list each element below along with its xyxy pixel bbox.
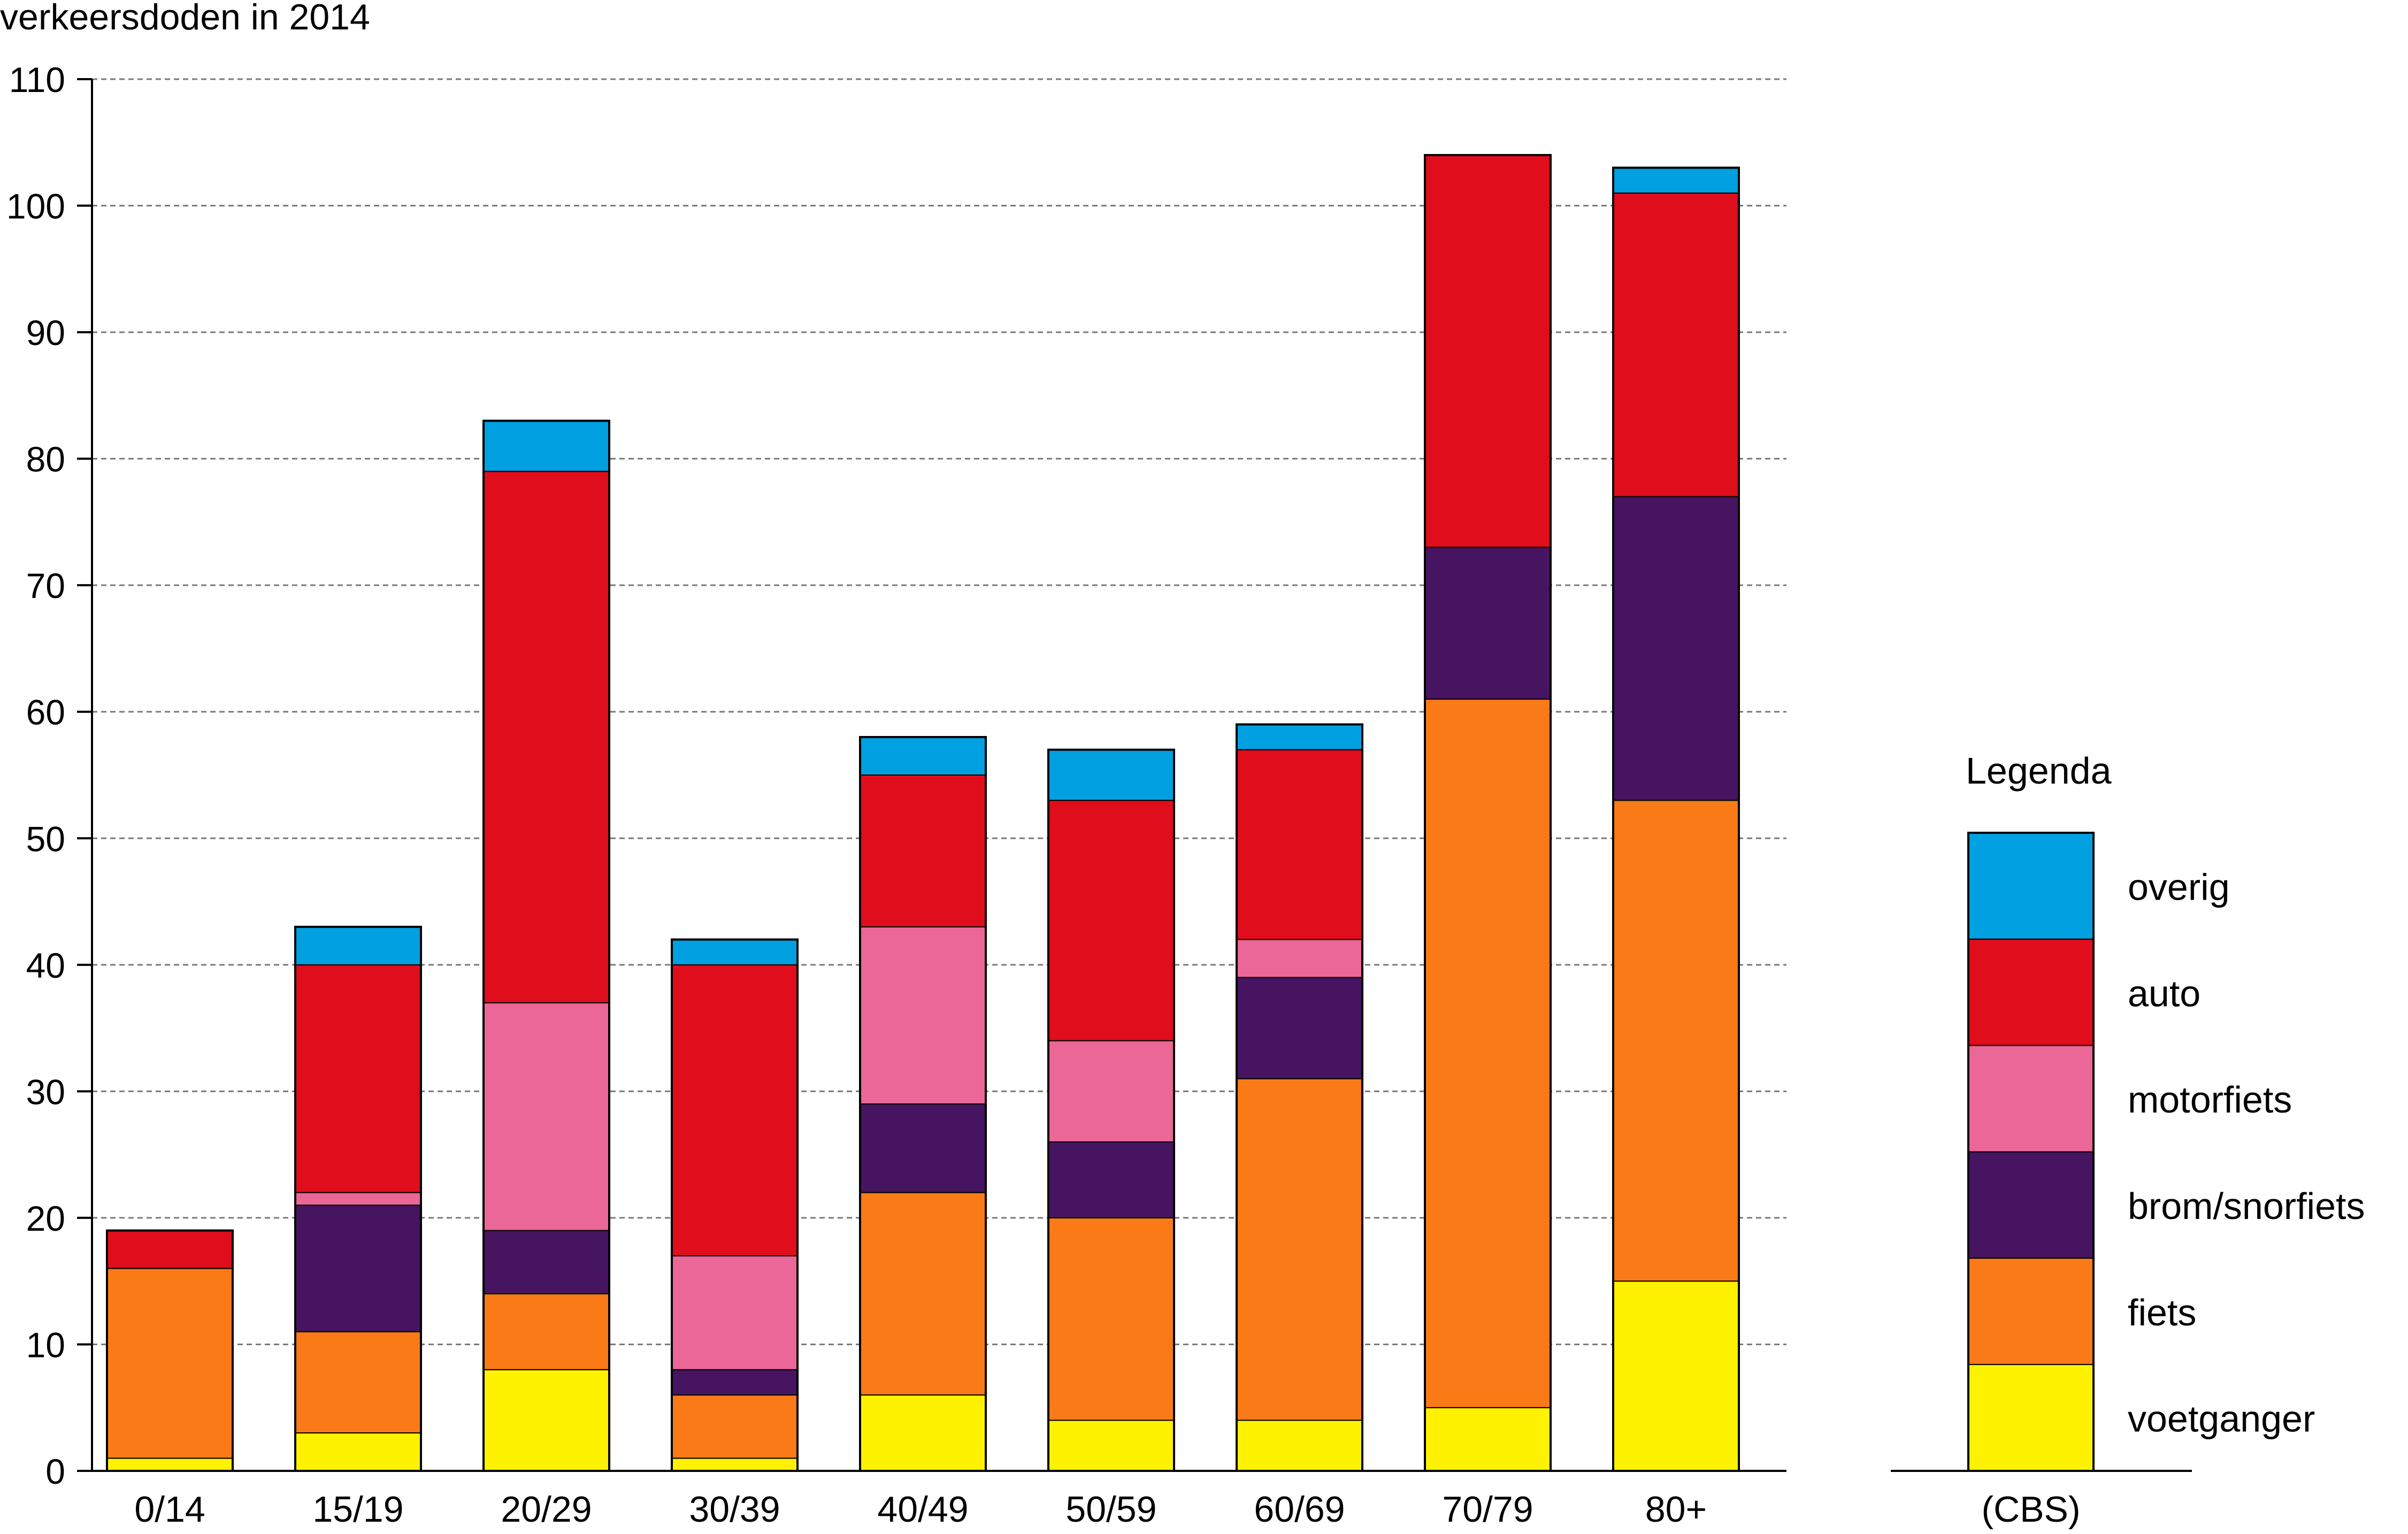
- bar-group-80: [1612, 166, 1740, 1472]
- x-tick-label-0-14: 0/14: [134, 1489, 205, 1530]
- y-tick-label-20: 20: [26, 1199, 65, 1238]
- bar-15-19-brom-snorfiets: [295, 1205, 421, 1332]
- bar-0-14-fiets: [106, 1268, 233, 1459]
- bar-50-59-brom-snorfiets: [1048, 1141, 1175, 1218]
- y-tick-label-100: 100: [6, 187, 65, 226]
- bar-30-39-auto: [671, 964, 798, 1256]
- y-tick-label-50: 50: [26, 819, 65, 858]
- bar-30-39-voetganger: [671, 1458, 798, 1472]
- bar-50-59-overig: [1048, 749, 1175, 801]
- bar-group-0-14: [106, 1229, 234, 1472]
- y-tick-label-40: 40: [26, 946, 65, 985]
- axes: 0 10 20 30 40 50 60 70 80 90 100 110 0/14 15/19 20/29 3…: [6, 60, 1786, 1530]
- bar-20-29-motorfiets: [483, 1002, 610, 1231]
- bar-80-brom-snorfiets: [1613, 496, 1739, 801]
- legend-title: Legenda: [1966, 750, 2112, 792]
- x-tick-label-30-39: 30/39: [689, 1489, 780, 1530]
- x-tick-label-40-49: 40/49: [877, 1489, 968, 1530]
- bar-15-19-overig: [295, 926, 421, 965]
- bar-70-79-auto: [1424, 154, 1551, 548]
- x-tick-label-20-29: 20/29: [501, 1489, 592, 1530]
- bar-0-14-auto: [106, 1230, 233, 1269]
- legend: Legenda overig auto motorfiets brom/snorfiet…: [1891, 750, 2365, 1530]
- legend-swatch-fiets: [1968, 1257, 2094, 1366]
- bar-60-69-overig: [1236, 724, 1363, 750]
- legend-swatch-brom-snorfiets: [1968, 1151, 2094, 1259]
- bar-80-auto: [1613, 192, 1739, 497]
- legend-label-auto: auto: [2128, 972, 2200, 1014]
- bar-50-59-voetganger: [1048, 1420, 1175, 1472]
- bar-60-69-auto: [1236, 749, 1363, 940]
- x-tick-label-50-59: 50/59: [1065, 1489, 1156, 1530]
- bar-group-70-79: [1424, 154, 1552, 1472]
- legend-label-overig: overig: [2128, 866, 2230, 908]
- x-tick-label-80: 80+: [1645, 1489, 1707, 1530]
- y-tick-label-80: 80: [26, 440, 65, 479]
- bar-80-overig: [1613, 167, 1739, 194]
- bar-80-voetganger: [1613, 1280, 1739, 1472]
- bar-15-19-fiets: [295, 1331, 421, 1434]
- legend-swatch-auto: [1968, 938, 2094, 1046]
- bar-15-19-auto: [295, 964, 421, 1193]
- bar-30-39-motorfiets: [671, 1255, 798, 1370]
- bar-30-39-fiets: [671, 1394, 798, 1459]
- bar-40-49-auto: [860, 774, 986, 927]
- bars: [106, 154, 1740, 1472]
- bar-50-59-motorfiets: [1048, 1040, 1175, 1142]
- bar-group-50-59: [1047, 748, 1175, 1472]
- bar-group-30-39: [671, 938, 799, 1472]
- bar-30-39-overig: [671, 939, 798, 965]
- bar-80-fiets: [1613, 800, 1739, 1282]
- source-label: (CBS): [1981, 1489, 2080, 1530]
- legend-label-fiets: fiets: [2128, 1292, 2196, 1333]
- bar-40-49-overig: [860, 737, 986, 776]
- y-tick-label-30: 30: [26, 1072, 65, 1111]
- bar-40-49-motorfiets: [860, 926, 986, 1105]
- bar-group-40-49: [859, 736, 987, 1472]
- bar-0-14-voetganger: [106, 1458, 233, 1472]
- bar-60-69-voetganger: [1236, 1420, 1363, 1472]
- y-tick-label-110: 110: [9, 60, 65, 99]
- chart-title: verkeersdoden in 2014: [0, 0, 370, 37]
- bar-50-59-fiets: [1048, 1217, 1175, 1421]
- x-tick-label-60-69: 60/69: [1254, 1489, 1345, 1530]
- bar-20-29-auto: [483, 471, 610, 1003]
- bar-group-15-19: [294, 925, 422, 1472]
- legend-label-brom-snorfiets: brom/snorfiets: [2128, 1185, 2365, 1227]
- legend-label-voetganger: voetganger: [2128, 1398, 2315, 1440]
- bar-60-69-motorfiets: [1236, 939, 1363, 978]
- x-tick-label-15-19: 15/19: [312, 1489, 403, 1530]
- y-tick-label-90: 90: [26, 313, 65, 352]
- bar-40-49-brom-snorfiets: [860, 1103, 986, 1193]
- bar-40-49-voetganger: [860, 1394, 986, 1472]
- bar-group-20-29: [482, 419, 610, 1472]
- x-tick-label-70-79: 70/79: [1442, 1489, 1533, 1530]
- legend-label-motorfiets: motorfiets: [2128, 1079, 2292, 1121]
- bar-group-60-69: [1236, 723, 1363, 1472]
- bar-60-69-brom-snorfiets: [1236, 977, 1363, 1079]
- bar-50-59-auto: [1048, 800, 1175, 1041]
- bar-70-79-fiets: [1424, 699, 1551, 1408]
- bar-15-19-voetganger: [295, 1432, 421, 1472]
- legend-swatch-motorfiets: [1968, 1045, 2094, 1153]
- bar-20-29-voetganger: [483, 1369, 610, 1472]
- bar-40-49-fiets: [860, 1192, 986, 1396]
- y-tick-label-0: 0: [45, 1452, 65, 1491]
- bar-70-79-voetganger: [1424, 1407, 1551, 1472]
- y-tick-label-10: 10: [26, 1325, 65, 1364]
- bar-70-79-brom-snorfiets: [1424, 547, 1551, 700]
- legend-swatch-overig: [1968, 832, 2094, 940]
- bar-20-29-fiets: [483, 1293, 610, 1370]
- bar-60-69-fiets: [1236, 1078, 1363, 1421]
- bar-20-29-brom-snorfiets: [483, 1230, 610, 1294]
- bar-15-19-motorfiets: [295, 1192, 421, 1206]
- bar-20-29-overig: [483, 420, 610, 472]
- y-tick-label-70: 70: [26, 566, 65, 605]
- bar-30-39-brom-snorfiets: [671, 1369, 798, 1396]
- legend-swatch-voetganger: [1968, 1364, 2094, 1472]
- y-tick-label-60: 60: [26, 693, 65, 732]
